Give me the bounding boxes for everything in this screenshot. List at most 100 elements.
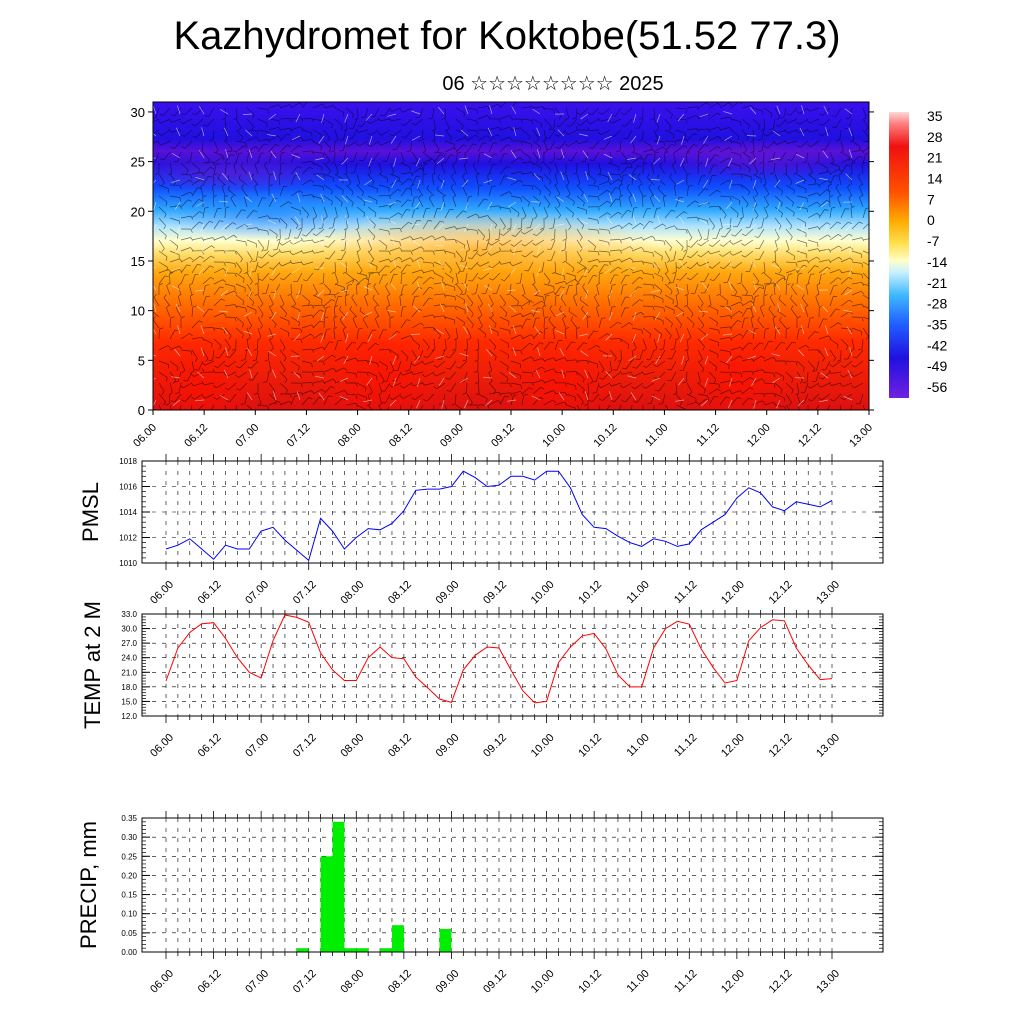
x-tick-label: 08.00 bbox=[338, 968, 366, 996]
pmsl-panel: 1010 1012 1014 1016 1018 06.00 06.12 07.00 07.12… bbox=[78, 454, 884, 607]
y-tick-label: 0.15 bbox=[121, 891, 137, 900]
y-tick-label: 27.0 bbox=[121, 639, 137, 648]
x-tick-label: 06.12 bbox=[182, 422, 210, 450]
cross-section-shading bbox=[153, 102, 869, 410]
x-tick-label: 11.12 bbox=[672, 579, 699, 606]
precip-ylabel: PRECIP, mm bbox=[76, 821, 101, 949]
x-tick-label: 09.12 bbox=[481, 732, 509, 760]
precip-bar bbox=[332, 821, 345, 952]
temp-grid bbox=[142, 613, 883, 717]
x-tick-label: 09.00 bbox=[434, 732, 462, 760]
precip-bar bbox=[356, 948, 369, 952]
x-tick-label: 12.00 bbox=[745, 422, 773, 450]
x-tick-label: 08.00 bbox=[338, 579, 366, 607]
precip-bar bbox=[320, 856, 333, 952]
y-tick-label: 0.35 bbox=[121, 814, 137, 823]
y-tick-label: 24.0 bbox=[121, 654, 137, 663]
x-tick-label: 12.00 bbox=[719, 968, 747, 996]
x-tick-label: 10.00 bbox=[540, 422, 568, 450]
y-tick-label: 1018 bbox=[119, 457, 137, 466]
x-tick-label: 10.00 bbox=[529, 732, 557, 760]
precip-bars bbox=[296, 821, 452, 952]
y-tick-label: 25 bbox=[131, 155, 145, 170]
x-tick-label: 09.12 bbox=[481, 579, 509, 607]
pmsl-axes: 1010 1012 1014 1016 1018 06.00 06.12 07.00 07.12… bbox=[119, 454, 883, 607]
x-tick-label: 07.12 bbox=[285, 422, 313, 450]
colorbar-label: 28 bbox=[927, 129, 943, 145]
x-tick-label: 09.12 bbox=[489, 422, 517, 450]
x-tick-label: 09.00 bbox=[434, 579, 462, 607]
x-tick-label: 10.00 bbox=[529, 968, 557, 996]
x-tick-label: 08.12 bbox=[386, 732, 414, 760]
y-tick-label: 5 bbox=[138, 353, 145, 368]
x-tick-label: 13.00 bbox=[814, 968, 842, 996]
x-tick-label: 06.00 bbox=[148, 579, 176, 607]
y-tick-label: 0 bbox=[138, 403, 145, 418]
y-tick-label: 18.0 bbox=[121, 683, 137, 692]
pmsl-ylabel: PMSL bbox=[78, 482, 103, 542]
y-tick-label: 0.20 bbox=[121, 871, 137, 880]
x-tick-label: 12.00 bbox=[719, 579, 747, 607]
x-tick-label: 06.00 bbox=[131, 422, 159, 450]
x-tick-label: 08.00 bbox=[336, 422, 364, 450]
precip-panel: 0.00 0.05 0.10 0.15 0.20 0.25 0.30 0.35 06.00 06.… bbox=[76, 811, 884, 996]
temp-ylabel: TEMP at 2 M bbox=[80, 601, 105, 729]
colorbar-label: -49 bbox=[927, 358, 947, 374]
colorbar-label: -35 bbox=[927, 316, 947, 332]
cross-section-x-axis: 06.00 06.12 07.00 07.12 08.00 08.12 09.00 09.12… bbox=[131, 410, 875, 450]
y-tick-label: 15.0 bbox=[121, 697, 137, 706]
cross-section-y-axis: 0 5 10 15 20 25 30 bbox=[131, 105, 874, 418]
streamline-field bbox=[153, 105, 853, 409]
y-tick-label: 1010 bbox=[119, 559, 137, 568]
y-tick-label: 1012 bbox=[119, 534, 137, 543]
y-tick-label: 0.05 bbox=[121, 929, 137, 938]
colorbar-label: -7 bbox=[927, 233, 940, 249]
y-tick-label: 15 bbox=[131, 254, 145, 269]
x-tick-label: 12.12 bbox=[767, 732, 795, 760]
x-tick-label: 12.12 bbox=[796, 422, 824, 450]
x-tick-label: 11.00 bbox=[624, 732, 651, 759]
x-tick-label: 11.12 bbox=[672, 732, 699, 759]
x-tick-label: 08.12 bbox=[387, 422, 415, 450]
chart-title: Kazhydromet for Koktobe(51.52 77.3) bbox=[173, 14, 841, 58]
y-tick-label: 21.0 bbox=[121, 668, 137, 677]
wind-barb-field bbox=[153, 102, 869, 410]
x-tick-label: 10.12 bbox=[576, 579, 604, 607]
x-tick-label: 07.00 bbox=[243, 579, 271, 607]
x-tick-label: 11.12 bbox=[672, 968, 699, 995]
precip-bar bbox=[392, 925, 404, 952]
y-tick-label: 0.10 bbox=[121, 910, 137, 919]
colorbar-label: 0 bbox=[927, 212, 935, 228]
x-tick-label: 06.12 bbox=[196, 579, 224, 607]
colorbar-label: 14 bbox=[927, 171, 943, 187]
x-tick-label: 08.12 bbox=[386, 968, 414, 996]
y-tick-label: 10 bbox=[131, 304, 145, 319]
precip-frame bbox=[141, 817, 884, 953]
y-tick-label: 0.25 bbox=[121, 852, 137, 861]
x-tick-label: 06.00 bbox=[148, 732, 176, 760]
precip-grid bbox=[142, 817, 883, 953]
temp-panel: 12.0 15.0 18.0 21.0 24.0 27.0 30.0 33.0 06.00 06.… bbox=[80, 601, 884, 760]
y-tick-label: 0.00 bbox=[121, 948, 137, 957]
colorbar-labels: 35 28 21 14 7 0 -7 -14 -21 -28 -35 -42 -49 -56 bbox=[927, 108, 947, 395]
precip-bar bbox=[296, 948, 309, 952]
temp-frame bbox=[141, 613, 884, 717]
y-tick-label: 12.0 bbox=[121, 712, 137, 721]
x-tick-label: 10.12 bbox=[576, 732, 604, 760]
chart-subtitle: 06 ☆☆☆☆☆☆☆☆ 2025 bbox=[442, 73, 664, 95]
y-tick-label: 1014 bbox=[119, 508, 137, 517]
x-tick-label: 11.00 bbox=[624, 579, 651, 606]
x-tick-label: 11.00 bbox=[643, 422, 670, 449]
pmsl-series-line bbox=[165, 470, 833, 562]
y-tick-label: 30 bbox=[131, 105, 145, 120]
precip-bar bbox=[344, 948, 357, 952]
x-tick-label: 06.00 bbox=[148, 968, 176, 996]
x-tick-label: 10.00 bbox=[529, 579, 557, 607]
colorbar-gradient bbox=[889, 112, 909, 398]
x-tick-label: 12.00 bbox=[719, 732, 747, 760]
x-tick-label: 07.00 bbox=[233, 422, 261, 450]
x-tick-label: 07.00 bbox=[243, 968, 271, 996]
x-tick-label: 11.00 bbox=[624, 968, 651, 995]
temp-axes: 12.0 15.0 18.0 21.0 24.0 27.0 30.0 33.0 06.00 06.… bbox=[121, 607, 883, 760]
